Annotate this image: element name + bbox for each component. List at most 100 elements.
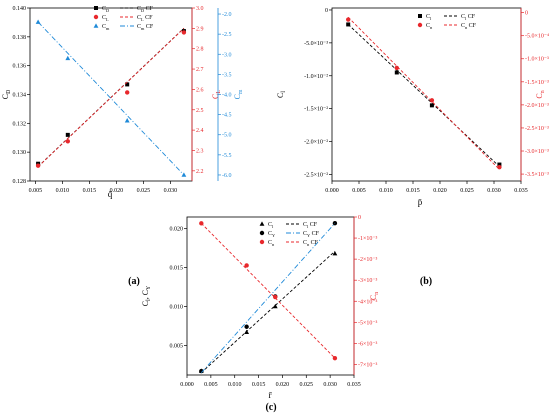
y-tick-label: 0.015 (170, 266, 184, 272)
fit-line (347, 16, 500, 170)
y-tick-label-right: -2×10⁻³ (358, 257, 378, 263)
data-point-circle (346, 17, 351, 22)
x-tick-label: 0.030 (164, 188, 178, 194)
y-tick-label: 0.134 (13, 93, 27, 99)
data-point-triangle (124, 118, 130, 123)
x-axis-label: p̄ (418, 197, 423, 207)
y-axis-label-right: CL (211, 90, 222, 99)
y-tick-label: 0.130 (13, 150, 27, 156)
y-tick-label-right: -3.5×10⁻³ (525, 172, 549, 178)
y-tick-label-right: -7×10⁻³ (358, 362, 378, 368)
data-point-circle (65, 139, 71, 144)
x-tick-label: 0.015 (252, 382, 266, 388)
data-point-square (394, 70, 399, 75)
x-tick-label: 0.030 (487, 188, 501, 194)
x-tick-label: 0.005 (29, 188, 43, 194)
fit-line (37, 28, 185, 168)
x-tick-label: 0.030 (323, 382, 337, 388)
y-axis-label-right: Cn (535, 90, 546, 98)
x-tick-label: 0.000 (325, 188, 339, 194)
chart-panel-c: 0.000 0.005 0.010 0.015 0.020 0.025 0.030 0.035… (141, 215, 380, 413)
data-point-circle (93, 14, 99, 20)
data-point-square (418, 14, 422, 18)
y-tick-label: 0 (325, 8, 328, 14)
x-tick-label: 0.010 (379, 188, 393, 194)
y-tick-label: -2.5×10⁻² (304, 172, 328, 178)
y-tick-label-right: -4.5 (222, 113, 232, 119)
x-tick-label: 0.035 (514, 188, 528, 194)
plot-frame (331, 7, 522, 182)
x-tick-label: 0.025 (460, 188, 474, 194)
x-tick-label: 0.005 (352, 188, 366, 194)
data-point-circle (429, 98, 435, 103)
x-axis-label: r̄ (268, 390, 272, 400)
y-tick-label: 0.136 (13, 64, 27, 70)
data-point-circle (332, 355, 338, 361)
legend: CD CD CF CL CL CF Cm Cm CF (93, 6, 154, 31)
y-tick-label-right: -3.0×10⁻³ (525, 149, 549, 155)
y-tick-label-right: 2.5 (196, 108, 204, 114)
panel-caption: (b) (420, 276, 432, 287)
y-tick-label-right: 2.9 (196, 26, 204, 32)
data-point-square (65, 132, 70, 137)
x-tick-label: 0.025 (137, 188, 151, 194)
data-point-triangle (272, 303, 278, 309)
legend-label: Cl CF (303, 222, 318, 229)
x-tick-label: 0.020 (276, 382, 290, 388)
x-tick-label: 0.015 (406, 188, 420, 194)
legend-label: Cl (268, 222, 274, 229)
y-tick-label-right: 2.7 (196, 67, 204, 73)
y-tick-label-right: -2.0×10⁻³ (525, 103, 549, 109)
legend: Cl Cl CF Cn Cn CF (417, 14, 477, 30)
y-tick-label-right: -3.0 (222, 52, 232, 58)
y-tick-label-right: 2.4 (196, 128, 204, 134)
y-tick-label: -5.0×10⁻³ (304, 41, 328, 47)
data-point-circle (273, 294, 278, 300)
y-tick-label: -2.0×10⁻² (304, 140, 328, 146)
y-tick-label-right: 3.0 (196, 6, 204, 12)
y-tick-label-right: 2.2 (196, 169, 204, 175)
y-tick-label-right: -6×10⁻³ (358, 341, 378, 347)
y-tick-label-right: 0 (525, 11, 528, 17)
y-axis-label-left: Cl (276, 91, 287, 98)
data-point-square (429, 103, 434, 108)
chart-panel-a: 0.005 0.010 0.015 0.020 0.025 0.030 q̄ 0.128 0.1… (1, 6, 244, 287)
y-tick-label-right: -2.5×10⁻³ (525, 126, 549, 132)
legend-label: CD CF (137, 6, 154, 13)
y-tick-label: 0.128 (13, 179, 27, 185)
legend-label: CL CF (137, 15, 153, 22)
data-point-square (497, 162, 502, 167)
x-tick-label: 0.035 (347, 382, 361, 388)
y-axis-label-left: CD (1, 90, 12, 100)
x-tick-label: 0.025 (300, 382, 314, 388)
chart-panel-b: 0.000 0.005 0.010 0.015 0.020 0.025 0.030 0.035… (276, 7, 549, 287)
x-tick-label: 0.015 (83, 188, 97, 194)
data-point-circle (497, 164, 502, 170)
y-tick-label: 0.140 (13, 6, 27, 12)
data-point-triangle (93, 23, 99, 28)
data-point-circle (259, 239, 265, 245)
y-tick-label-right: -6.0 (222, 173, 232, 179)
x-axis-label: q̄ (108, 189, 113, 199)
legend-label: Cn (426, 23, 433, 30)
y-tick-label-right: -1.5×10⁻³ (525, 80, 549, 86)
data-point-square (125, 82, 130, 87)
legend: Cl Cl CF CY CY CF Cn Cn CF (259, 221, 320, 247)
legend-label: Cl (426, 14, 432, 21)
y-tick-label-right: -3.5 (222, 72, 232, 78)
y-tick-label-right: -5.5 (222, 153, 232, 159)
legend-label: Cm CF (137, 24, 154, 31)
fit-line (347, 24, 500, 167)
fit-line (200, 223, 336, 359)
y-tick-label-right: -4.0 (222, 93, 232, 99)
x-tick-label: 0.020 (433, 188, 447, 194)
fit-line (37, 21, 185, 176)
y-tick-label-right: 0 (358, 215, 361, 221)
data-point-circle (244, 324, 249, 329)
legend-label: CD (102, 6, 109, 13)
legend-label: Cl CF (461, 14, 476, 21)
y-tick-label-right: 2.8 (196, 47, 204, 53)
y-tick-label-right: 2.6 (196, 87, 204, 93)
data-point-circle (199, 368, 204, 374)
y-tick-label-right: -5×10⁻³ (358, 320, 378, 326)
